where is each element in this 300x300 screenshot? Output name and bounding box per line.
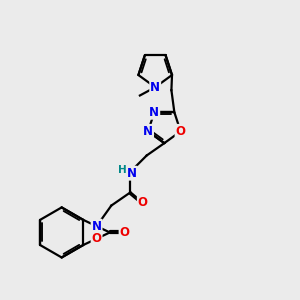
Text: N: N [92,220,102,233]
Text: N: N [150,81,160,94]
Text: O: O [176,125,186,138]
Text: O: O [92,232,102,245]
Text: H: H [118,165,127,175]
Text: N: N [127,167,137,180]
Text: O: O [138,196,148,209]
Text: N: N [149,106,159,119]
Text: O: O [120,226,130,239]
Text: N: N [143,125,153,138]
